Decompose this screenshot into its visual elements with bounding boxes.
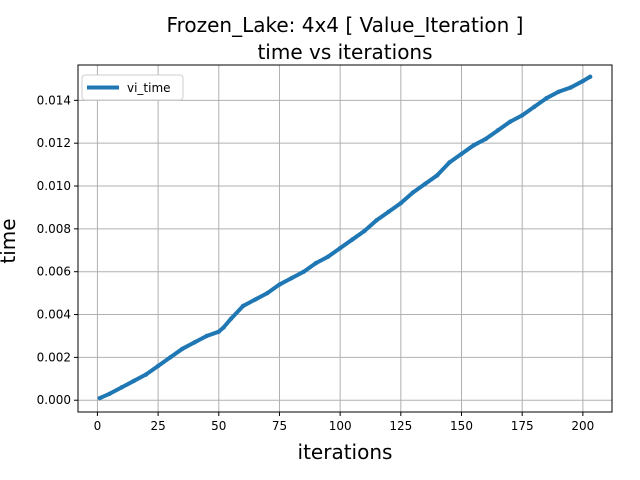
data-point	[398, 200, 404, 206]
y-axis-label: time	[0, 218, 20, 263]
data-point	[580, 78, 586, 84]
legend-label-vi-time: vi_time	[127, 81, 171, 95]
data-point	[544, 96, 549, 101]
data-point	[337, 245, 343, 251]
data-point	[277, 282, 282, 287]
data-point	[483, 136, 488, 142]
data-point	[301, 269, 306, 274]
y-tick-label: 0.006	[37, 265, 71, 279]
data-point	[265, 290, 270, 296]
data-point	[386, 209, 391, 214]
data-point	[168, 355, 173, 360]
data-point	[107, 391, 112, 396]
data-point	[155, 363, 161, 369]
data-point	[362, 228, 367, 234]
x-tick-label: 175	[511, 419, 534, 433]
y-tick-label: 0.000	[37, 393, 71, 407]
data-point	[422, 181, 428, 187]
x-tick-label: 25	[150, 419, 165, 433]
data-point	[459, 151, 464, 157]
x-tick-label: 100	[329, 419, 352, 433]
data-point	[313, 260, 319, 266]
data-point	[131, 378, 137, 384]
x-tick-label: 75	[272, 419, 287, 433]
data-point	[556, 89, 561, 94]
data-point	[374, 218, 379, 223]
data-point	[143, 372, 149, 377]
x-tick-label: 125	[389, 419, 412, 433]
legend-box	[81, 74, 184, 101]
y-tick-label: 0.008	[37, 222, 71, 236]
chart-title-line2: time vs iterations	[257, 40, 432, 64]
data-point	[240, 303, 246, 309]
y-tick-label: 0.010	[37, 179, 71, 193]
data-point	[447, 160, 452, 165]
y-tick-label: 0.014	[37, 93, 71, 107]
data-point	[204, 333, 209, 339]
data-point	[568, 85, 573, 90]
series-layer	[97, 74, 593, 401]
legend: vi_time	[81, 74, 184, 101]
data-point	[119, 385, 124, 390]
data-point	[289, 275, 294, 281]
data-point	[221, 325, 226, 330]
y-tick-label: 0.012	[37, 136, 71, 150]
data-point	[180, 346, 185, 352]
series-line-vi-time	[97, 74, 593, 401]
y-tick-label: 0.002	[37, 350, 71, 364]
data-point	[97, 395, 103, 401]
x-tick-label: 150	[450, 419, 473, 433]
data-point	[325, 254, 331, 259]
x-tick-label: 50	[211, 419, 226, 433]
data-point	[495, 128, 501, 133]
data-point	[192, 340, 197, 345]
y-axis-ticks: 0.000 0.002 0.004 0.006 0.008 0.010 0.012 0.014	[37, 93, 78, 407]
data-point	[532, 104, 537, 109]
x-axis-ticks: 0 25 50 75 100 125 150 175 200	[94, 412, 594, 433]
data-point	[252, 297, 258, 302]
data-point	[587, 74, 593, 79]
data-point	[410, 190, 416, 195]
y-tick-label: 0.004	[37, 308, 71, 322]
data-point	[228, 316, 234, 322]
data-point	[435, 173, 440, 178]
data-point	[519, 113, 525, 118]
grid	[78, 65, 612, 412]
x-tick-label: 200	[571, 419, 594, 433]
plot-frame	[77, 64, 613, 413]
data-point	[507, 119, 513, 124]
x-axis-label: iterations	[298, 440, 393, 464]
data-point	[350, 237, 355, 242]
x-tick-label: 0	[94, 419, 102, 433]
data-point	[471, 143, 476, 148]
data-point	[216, 329, 221, 334]
chart-title-line1: Frozen_Lake: 4x4 [ Value_Iteration ]	[167, 13, 524, 37]
